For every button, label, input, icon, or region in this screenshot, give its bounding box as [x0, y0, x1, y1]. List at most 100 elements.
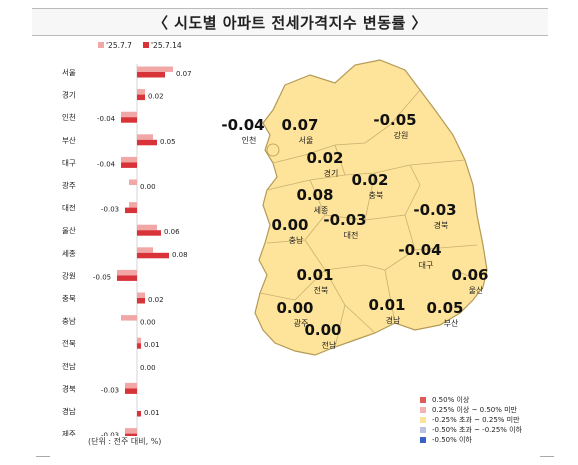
bar	[121, 117, 137, 123]
map-legend-swatch	[420, 427, 426, 433]
bar	[121, 112, 137, 118]
map-value-label: 0.01	[296, 266, 333, 284]
bar	[137, 134, 153, 140]
category-label: 대구	[62, 158, 76, 167]
category-label: 광주	[62, 180, 76, 190]
legend-label: '25.7.7	[106, 41, 132, 50]
map-legend-label: 0.25% 이상 ~ 0.50% 미만	[432, 405, 517, 415]
map-region-name: 전남	[322, 340, 337, 350]
legend-swatch	[143, 42, 149, 48]
category-label: 울산	[62, 225, 76, 235]
map-region-name: 대전	[344, 230, 359, 240]
legend-swatch	[98, 42, 104, 48]
bar	[121, 315, 137, 321]
bar	[137, 298, 145, 304]
bar	[137, 338, 141, 344]
bar	[137, 95, 145, 101]
category-label: 충북	[62, 294, 76, 303]
map-legend-row: -0.50% 초과 ~ -0.25% 이하	[420, 425, 522, 435]
category-label: 제주	[62, 430, 76, 436]
map-region-name: 대구	[419, 261, 434, 270]
bar	[125, 388, 137, 394]
map-legend-row: 0.25% 이상 ~ 0.50% 미만	[420, 405, 522, 415]
map-region-name: 전북	[314, 285, 329, 295]
bar	[137, 89, 145, 95]
data-label: 0.00	[140, 319, 156, 327]
data-label: -0.04	[97, 115, 116, 123]
category-label: 경기	[62, 90, 76, 100]
map-legend-label: 0.50% 이상	[432, 395, 469, 405]
category-label: 서울	[62, 68, 76, 77]
map-value-label: -0.05	[373, 111, 416, 129]
bar	[125, 383, 137, 389]
map-region-name: 충북	[369, 191, 384, 200]
map-region-name: 경남	[386, 315, 401, 325]
map-region-name: 강원	[394, 130, 409, 140]
bar	[137, 293, 145, 299]
category-label: 전남	[62, 361, 76, 371]
map-legend-label: -0.25% 초과 ~ 0.25% 미만	[432, 415, 520, 425]
map-region-name: 충남	[289, 236, 304, 245]
map-legend-row: 0.50% 이상	[420, 395, 522, 405]
map-legend-swatch	[420, 397, 426, 403]
bar	[117, 275, 137, 281]
map-legend-swatch	[420, 437, 426, 443]
data-label: 0.00	[140, 364, 156, 372]
map-legend-row: -0.50% 이하	[420, 435, 522, 445]
map-region-name: 인천	[242, 135, 257, 145]
map-region-name: 경기	[324, 168, 339, 178]
map-legend-row: -0.25% 초과 ~ 0.25% 미만	[420, 415, 522, 425]
bar	[129, 202, 137, 208]
category-label: 부산	[62, 135, 76, 145]
map-region-name: 부산	[444, 318, 459, 328]
data-label: 0.07	[176, 70, 192, 78]
map-value-label: 0.01	[368, 296, 405, 314]
incheon-island	[267, 144, 279, 156]
map-value-label: 0.06	[451, 266, 488, 284]
category-label: 세종	[62, 249, 76, 258]
unit-note: (단위 : 전주 대비, %)	[88, 436, 161, 447]
map-value-label: 0.00	[271, 216, 308, 234]
category-label: 경남	[62, 406, 76, 416]
bar	[137, 225, 157, 231]
data-label: -0.03	[101, 206, 119, 214]
bar	[137, 140, 157, 146]
map-region-name: 서울	[299, 136, 314, 145]
map-value-label: -0.04	[398, 241, 441, 259]
data-label: 0.06	[164, 228, 180, 236]
category-label: 인천	[62, 112, 76, 122]
data-label: -0.04	[97, 160, 116, 168]
legend-label: '25.7.14	[151, 41, 182, 50]
map-value-label: 0.05	[426, 299, 463, 317]
bar	[129, 180, 137, 186]
map-legend-swatch	[420, 417, 426, 423]
data-label: 0.08	[172, 251, 188, 259]
data-label: 0.02	[148, 296, 164, 304]
map-value-label: 0.08	[296, 186, 333, 204]
map-region-name: 경북	[434, 220, 449, 230]
bar	[121, 162, 137, 168]
bar	[125, 428, 137, 434]
map-value-label: -0.03	[323, 211, 366, 229]
data-label: 0.02	[148, 93, 164, 101]
map-value-label: 0.00	[276, 299, 313, 317]
bar	[137, 343, 141, 349]
map-value-label: 0.02	[306, 149, 343, 167]
map-value-label: -0.03	[413, 201, 456, 219]
map-legend-swatch	[420, 407, 426, 413]
data-label: 0.00	[140, 183, 156, 191]
data-label: -0.05	[93, 273, 111, 281]
map-value-label: -0.04	[221, 116, 264, 134]
bar	[125, 208, 137, 214]
category-label: 전북	[62, 338, 76, 348]
category-label: 강원	[62, 270, 76, 280]
data-label: -0.03	[101, 386, 119, 394]
map-value-label: 0.00	[304, 321, 341, 339]
bar	[137, 411, 141, 417]
bar	[137, 72, 165, 78]
bar	[121, 157, 137, 163]
map-value-label: 0.02	[351, 171, 388, 189]
map-region-name: 울산	[469, 285, 484, 295]
